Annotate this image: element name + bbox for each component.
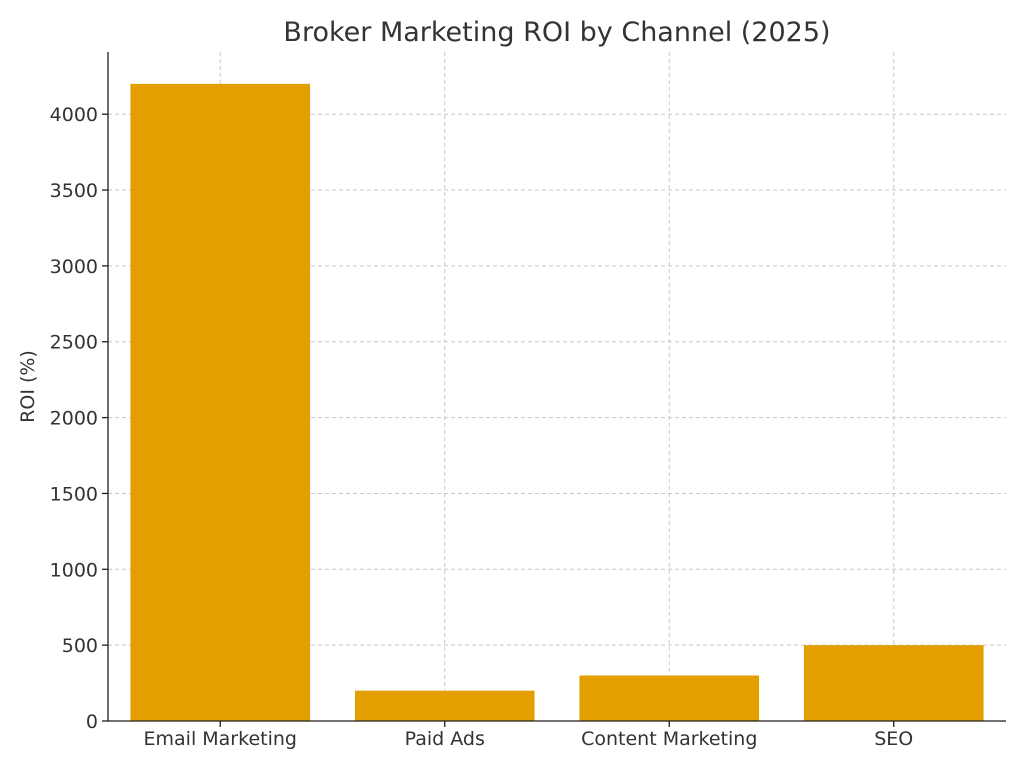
y-tick-label: 1000 [50, 559, 98, 581]
bar [803, 645, 984, 721]
bar [579, 675, 760, 721]
bar [130, 83, 311, 722]
y-axis-label: ROI (%) [17, 350, 39, 423]
x-tick-label: Paid Ads [405, 728, 485, 750]
y-tick-label: 3500 [50, 180, 98, 202]
x-tick-label: Email Marketing [144, 728, 297, 750]
x-tick-label: SEO [874, 728, 913, 750]
y-tick-label: 2000 [50, 408, 98, 430]
chart-title: Broker Marketing ROI by Channel (2025) [283, 17, 830, 48]
y-ticks: 0 500 1000 1500 2000 2500 3000 3500 4000 [50, 104, 108, 733]
x-tick-label: Content Marketing [581, 728, 757, 750]
axes [107, 52, 1006, 722]
bars [130, 83, 984, 722]
y-tick-label: 3000 [50, 256, 98, 278]
x-ticks: Email Marketing Paid Ads Content Marketing… [144, 721, 913, 750]
bar [354, 690, 535, 721]
y-tick-label: 2500 [50, 332, 98, 354]
y-tick-label: 500 [62, 635, 98, 657]
y-tick-label: 1500 [50, 483, 98, 505]
y-tick-label: 4000 [50, 104, 98, 126]
y-tick-label: 0 [86, 711, 98, 733]
